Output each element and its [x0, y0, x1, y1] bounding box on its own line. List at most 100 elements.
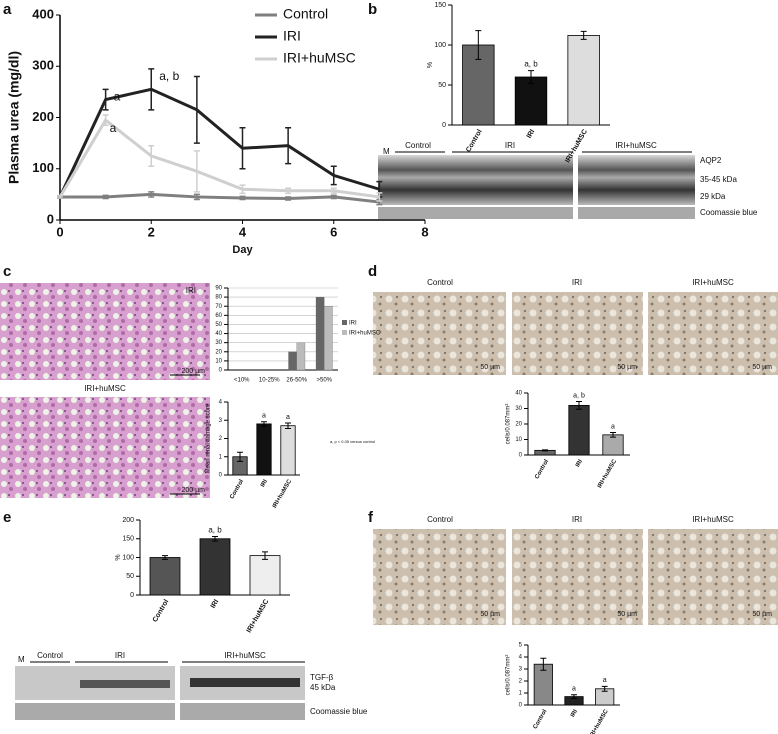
legend-label: IRI	[349, 321, 357, 327]
blot-group: IRI+huMSC	[615, 141, 657, 150]
scale-label: 200 µm	[182, 487, 206, 494]
micrograph	[512, 529, 643, 625]
annotation: a	[603, 677, 607, 684]
error-bar	[262, 551, 268, 560]
y-tick-label: 100	[122, 554, 134, 561]
micrograph	[648, 529, 778, 625]
x-tick-label: 10-25%	[259, 378, 280, 384]
image-label: IRI+huMSC	[692, 515, 734, 524]
x-tick-label: IRI+huMSC	[272, 478, 293, 509]
y-tick-label: 10	[215, 358, 222, 364]
scale-label: 200 µm	[182, 368, 206, 375]
y-tick-label: 3	[219, 418, 223, 424]
y-tick-label: 2	[219, 436, 223, 442]
y-tick-label: 90	[215, 286, 222, 292]
x-tick-label: 0	[56, 224, 63, 239]
legend-swatch	[342, 330, 347, 335]
y-tick-label: 100	[32, 160, 54, 175]
panel-letter: e	[3, 509, 11, 526]
x-tick-label: 8	[421, 224, 428, 239]
error-bar	[261, 421, 267, 427]
band-label: 35-45 kDa	[700, 175, 737, 184]
image-label: IRI	[186, 286, 196, 295]
error-bar	[212, 536, 218, 542]
data-line	[58, 117, 380, 199]
y-tick-label: 70	[215, 304, 222, 310]
x-tick-label: >50%	[316, 378, 332, 384]
y-tick-label: 0	[130, 592, 134, 599]
y-tick-label: 80	[215, 295, 222, 301]
panel-letter: b	[368, 1, 377, 18]
blot-marker: M	[383, 147, 390, 156]
y-tick-label: 100	[434, 42, 446, 49]
image-label: IRI	[572, 278, 582, 287]
note: a, p < 0.05 versus control	[330, 439, 375, 444]
y-tick-label: 0	[219, 473, 223, 479]
bar	[199, 538, 231, 596]
x-tick-label: Control	[534, 459, 550, 481]
blot-image	[378, 155, 573, 205]
error-bar	[571, 694, 577, 699]
bar	[256, 423, 272, 476]
error-bar	[576, 401, 582, 410]
y-tick-label: 150	[434, 2, 446, 9]
blot-marker: M	[18, 655, 25, 664]
panel-letter: c	[3, 263, 11, 280]
y-tick-label: 2	[519, 679, 523, 685]
error-bar	[542, 449, 548, 452]
legend-label: Control	[283, 6, 328, 22]
legend-label: IRI+huMSC	[349, 331, 381, 337]
y-tick-label: 40	[215, 331, 222, 337]
bar	[288, 351, 297, 371]
band-label: Coomassie blue	[310, 707, 368, 716]
error-bar	[285, 422, 291, 429]
blot-image	[578, 207, 695, 219]
error-bar	[610, 432, 616, 438]
y-tick-label: 50	[126, 573, 134, 580]
bar	[315, 296, 325, 371]
x-tick-label: 26-50%	[286, 378, 307, 384]
band-label: Coomassie blue	[700, 208, 758, 217]
bar	[602, 434, 624, 456]
y-tick-label: 0	[442, 122, 446, 129]
bar	[249, 555, 281, 596]
y-tick-label: 1	[519, 691, 523, 697]
bar	[149, 557, 181, 596]
scale-label: 50 µm	[480, 611, 500, 618]
y-tick-label: 40	[515, 391, 522, 397]
panel-letter: a	[3, 1, 12, 18]
y-axis-label: Mean renal damage score	[206, 403, 212, 473]
blot-band	[190, 678, 300, 687]
blot-group: IRI	[115, 651, 125, 660]
band-label: TGF-β	[310, 673, 334, 682]
blot-image	[578, 155, 695, 205]
x-tick-label: 6	[330, 224, 337, 239]
panel-letter: f	[368, 509, 374, 526]
blot-image	[180, 703, 305, 720]
x-tick-label: IRI+huMSC	[246, 598, 271, 634]
image-label: IRI+huMSC	[692, 278, 734, 287]
scale-label: 50 µm	[617, 364, 637, 371]
annotation: a, b	[573, 392, 585, 399]
y-tick-label: 3	[519, 667, 523, 673]
bar	[324, 306, 333, 371]
y-tick-label: 30	[215, 340, 222, 346]
y-axis-label: %	[115, 554, 122, 560]
y-tick-label: 0	[519, 703, 523, 709]
x-tick-label: Control	[465, 128, 484, 153]
x-tick-label: <10%	[234, 378, 250, 384]
panel-letter: d	[368, 263, 377, 280]
annotation: a	[611, 423, 615, 430]
y-tick-label: 4	[219, 400, 223, 406]
x-tick-label: 2	[148, 224, 155, 239]
annotation: a, b	[208, 526, 222, 535]
image-label: Control	[427, 278, 453, 287]
error-bar	[580, 30, 587, 40]
error-bar	[237, 451, 243, 462]
data-line	[58, 87, 380, 198]
x-tick-label: Control	[152, 598, 171, 623]
band-label: AQP2	[700, 156, 722, 165]
legend-label: IRI+huMSC	[283, 50, 356, 66]
bar	[296, 342, 306, 371]
y-tick-label: 60	[215, 313, 222, 319]
